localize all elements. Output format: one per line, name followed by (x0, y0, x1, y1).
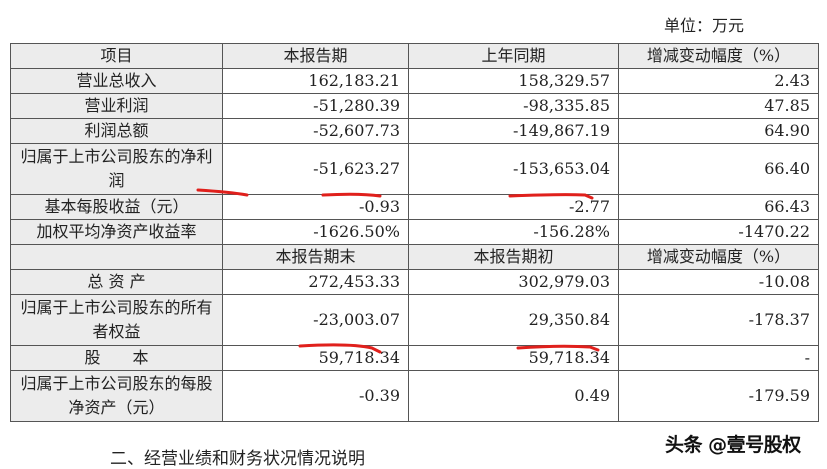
value-cell: -156.28% (408, 219, 619, 245)
value-cell: 29,350.84 (408, 294, 619, 346)
header-cell: 上年同期 (408, 43, 619, 69)
value-cell: -52,607.73 (222, 118, 409, 144)
value-cell: -10.08 (618, 269, 819, 295)
value-cell: 64.90 (618, 118, 819, 144)
row-label: 加权平均净资产收益率 (10, 219, 223, 245)
table-row: 股 本 59,718.34 59,718.34 - (10, 345, 819, 371)
value-cell: 66.40 (618, 143, 819, 195)
section-heading: 二、经营业绩和财务状况情况说明 (110, 449, 365, 469)
table-row: 归属于上市公司股东的每股净资产（元） -0.39 0.49 -179.59 (10, 370, 819, 422)
row-label: 营业利润 (10, 93, 223, 119)
table-row: 加权平均净资产收益率 -1626.50% -156.28% -1470.22 (10, 219, 819, 245)
header-cell: 本报告期末 (222, 244, 409, 270)
table-row: 总 资 产 272,453.33 302,979.03 -10.08 (10, 269, 819, 295)
row-label: 营业总收入 (10, 68, 223, 94)
value-cell: -178.37 (618, 294, 819, 346)
table-row: 利润总额 -52,607.73 -149,867.19 64.90 (10, 118, 819, 144)
value-cell: -153,653.04 (408, 143, 619, 195)
row-label: 归属于上市公司股东的净利润 (10, 143, 223, 195)
value-cell: 272,453.33 (222, 269, 409, 295)
value-cell: -149,867.19 (408, 118, 619, 144)
value-cell: -23,003.07 (222, 294, 409, 346)
value-cell: -2.77 (408, 194, 619, 220)
table-row: 归属于上市公司股东的所有者权益 -23,003.07 29,350.84 -17… (10, 294, 819, 346)
value-cell: -0.39 (222, 370, 409, 422)
unit-label: 单位：万元 (664, 16, 745, 35)
value-cell: 162,183.21 (222, 68, 409, 94)
table-header-row: 项目 本报告期 上年同期 增减变动幅度（%） (10, 43, 819, 69)
value-cell: -0.93 (222, 194, 409, 220)
value-cell: -1626.50% (222, 219, 409, 245)
value-cell: -179.59 (618, 370, 819, 422)
value-cell: 158,329.57 (408, 68, 619, 94)
header-cell: 项目 (10, 43, 223, 69)
row-label: 归属于上市公司股东的每股净资产（元） (10, 370, 223, 422)
table-subheader-row: 本报告期末 本报告期初 增减变动幅度（%） (10, 244, 819, 270)
header-cell: 本报告期初 (408, 244, 619, 270)
row-label: 股 本 (10, 345, 223, 371)
value-cell: -51,623.27 (222, 143, 409, 195)
header-cell: 增减变动幅度（%） (618, 244, 819, 270)
value-cell: 2.43 (618, 68, 819, 94)
value-cell: 302,979.03 (408, 269, 619, 295)
row-label: 归属于上市公司股东的所有者权益 (10, 294, 223, 346)
header-cell (10, 244, 223, 270)
header-cell: 本报告期 (222, 43, 409, 69)
value-cell: 59,718.34 (222, 345, 409, 371)
row-label: 总 资 产 (10, 269, 223, 295)
table-row: 归属于上市公司股东的净利润 -51,623.27 -153,653.04 66.… (10, 143, 819, 195)
value-cell: 47.85 (618, 93, 819, 119)
value-cell: -1470.22 (618, 219, 819, 245)
table-row: 营业利润 -51,280.39 -98,335.85 47.85 (10, 93, 819, 119)
financial-summary-table: 项目 本报告期 上年同期 增减变动幅度（%） 营业总收入 162,183.21 … (10, 43, 819, 422)
value-cell: -98,335.85 (408, 93, 619, 119)
value-cell: 66.43 (618, 194, 819, 220)
value-cell: - (618, 345, 819, 371)
row-label: 利润总额 (10, 118, 223, 144)
table-row: 基本每股收益（元） -0.93 -2.77 66.43 (10, 194, 819, 220)
watermark: 头条 @壹号股权 (665, 434, 801, 456)
header-cell: 增减变动幅度（%） (618, 43, 819, 69)
table-row: 营业总收入 162,183.21 158,329.57 2.43 (10, 68, 819, 94)
row-label: 基本每股收益（元） (10, 194, 223, 220)
value-cell: -51,280.39 (222, 93, 409, 119)
value-cell: 0.49 (408, 370, 619, 422)
value-cell: 59,718.34 (408, 345, 619, 371)
